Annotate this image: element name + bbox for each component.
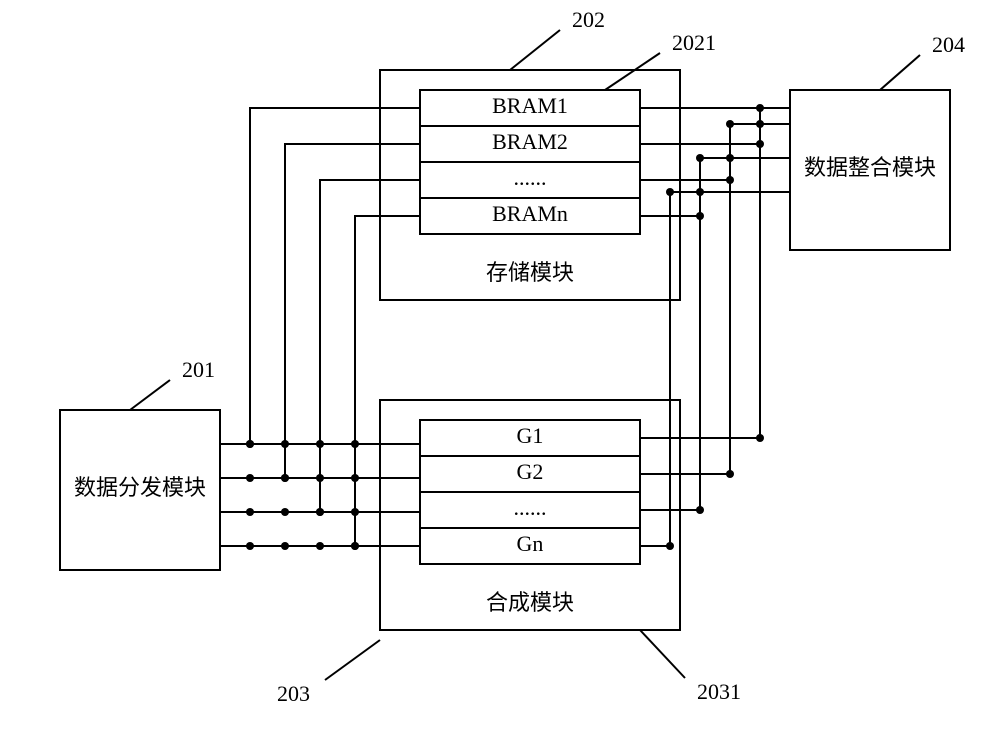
- svg-text:数据分发模块: 数据分发模块: [74, 475, 206, 500]
- svg-text:G2: G2: [517, 459, 544, 484]
- svg-text:BRAM2: BRAM2: [492, 129, 568, 154]
- svg-text:......: ......: [514, 495, 547, 520]
- svg-text:BRAMn: BRAMn: [492, 201, 568, 226]
- svg-text:Gn: Gn: [517, 531, 544, 556]
- block-diagram: 数据分发模块 数据整合模块存储模块 BRAM1 BRAM2...... BRAMn 合成模…: [0, 0, 1000, 731]
- svg-text:2031: 2031: [697, 679, 741, 704]
- svg-text:204: 204: [932, 32, 965, 57]
- svg-text:201: 201: [182, 357, 215, 382]
- svg-text:存储模块: 存储模块: [486, 260, 574, 285]
- svg-text:G1: G1: [517, 423, 544, 448]
- svg-text:数据整合模块: 数据整合模块: [804, 155, 936, 180]
- svg-text:合成模块: 合成模块: [486, 590, 574, 615]
- svg-text:202: 202: [572, 7, 605, 32]
- svg-text:BRAM1: BRAM1: [492, 93, 568, 118]
- svg-text:2021: 2021: [672, 30, 716, 55]
- svg-text:......: ......: [514, 165, 547, 190]
- svg-text:203: 203: [277, 681, 310, 706]
